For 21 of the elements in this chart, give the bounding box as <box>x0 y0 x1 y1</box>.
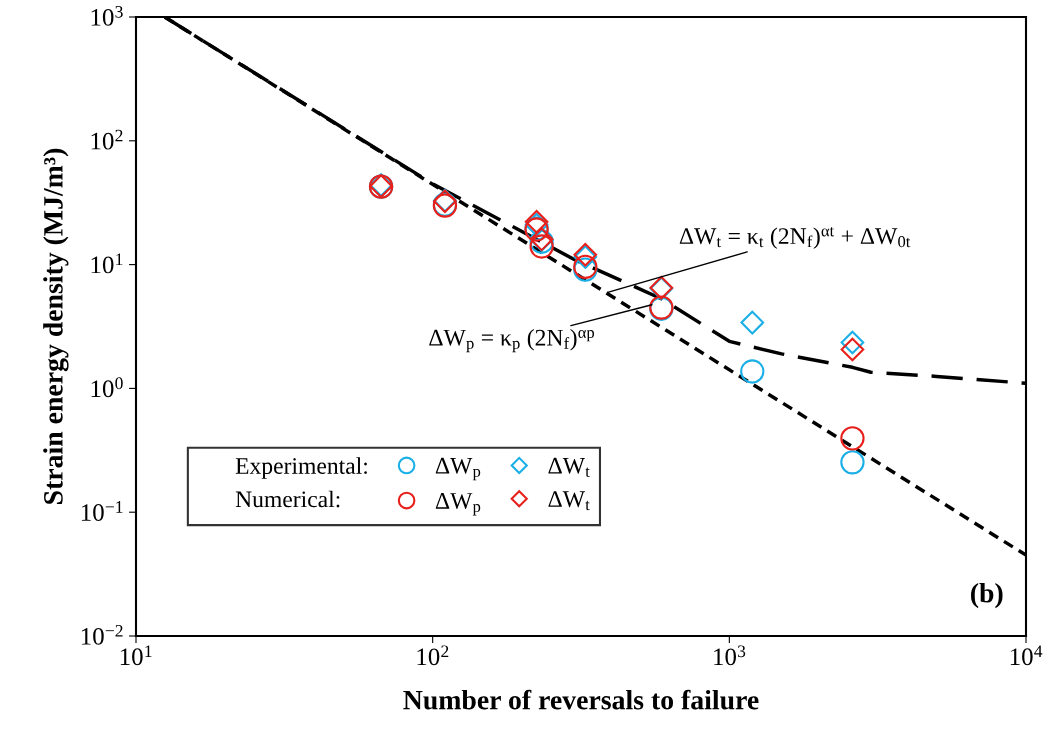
annotation: ΔW$_{p}$ = κ$_{p}$ (2N$_{f}$)$^{αp}$ <box>429 329 595 353</box>
y-tick-label: 10$^{−2}$ <box>81 624 123 645</box>
x-tick-label: 10$^{2}$ <box>417 645 449 666</box>
legend-label: ΔW$_{p}$ <box>435 457 481 481</box>
legend-label: ΔW$_{t}$ <box>548 457 590 477</box>
y-tick-label: 10$^{0}$ <box>91 377 123 398</box>
annotation: (b) <box>971 582 1003 609</box>
annotation: Experimental: <box>235 457 367 479</box>
y-tick-label: 10$^{2}$ <box>91 129 123 150</box>
y-tick-label: 10$^{3}$ <box>91 5 123 26</box>
text: ΔW$_{t}$ = κ$_{t}$ (2N$_{f}$)$^{αt}$ + ΔW$_{0t}$ <box>679 226 911 249</box>
annotation: Numerical: <box>235 490 340 508</box>
y-tick-label: 10$^{1}$ <box>91 253 123 274</box>
y-tick-label: 10$^{−1}$ <box>81 501 123 521</box>
legend-label: ΔW$_{t}$ <box>548 491 590 511</box>
y-axis-title: Strain energy density (MJ/m³) <box>43 148 69 504</box>
x-tick-label: 10$^{4}$ <box>1010 645 1043 666</box>
x-axis-title: Number of reversals to failure <box>403 689 759 710</box>
x-tick-label: 10$^{1}$ <box>120 645 152 666</box>
legend-label: ΔW$_{p}$ <box>435 493 481 516</box>
x-tick-label: 10$^{3}$ <box>714 645 746 666</box>
